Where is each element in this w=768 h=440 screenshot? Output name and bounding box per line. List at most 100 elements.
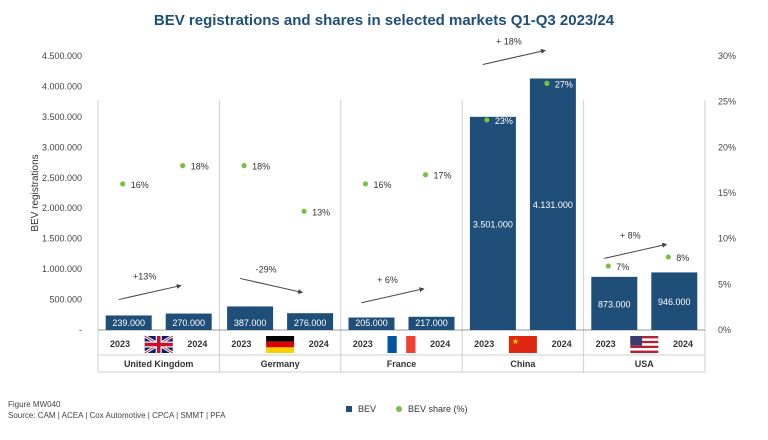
y2-tick-label: 30% [718, 51, 736, 61]
bev-bar [469, 116, 516, 330]
y-tick-label: 500.000 [49, 295, 82, 305]
bar-value-label: 276.000 [294, 318, 327, 328]
bar-value-label: 217.000 [415, 318, 448, 328]
china-flag [508, 336, 537, 353]
legend: BEV BEV share (%) [346, 404, 468, 414]
germany-flag-part [266, 347, 295, 353]
usa-flag-canton [630, 336, 643, 346]
change-label: + 6% [377, 275, 398, 285]
year-label: 2024 [430, 339, 450, 349]
usa-flag-stripe [630, 348, 659, 351]
figure-label: Figure MW040 [8, 400, 61, 409]
bar-value-label: 387.000 [234, 318, 267, 328]
year-label: 2023 [474, 339, 494, 349]
market-label: Germany [261, 359, 300, 369]
change-label: + 18% [496, 36, 522, 46]
year-label: 2023 [596, 339, 616, 349]
market-label: United Kingdom [124, 359, 194, 369]
france-flag [387, 336, 397, 353]
y-tick-label: 4.500.000 [42, 51, 82, 61]
chart-title: BEV registrations and shares in selected… [153, 12, 615, 29]
change-label: -29% [256, 264, 277, 274]
usa-flag-stripe [630, 340, 659, 344]
uk-flag-part [144, 342, 173, 347]
market-label: France [387, 359, 417, 369]
y2-tick-label: 5% [718, 279, 731, 289]
y2-tick-label: 20% [718, 142, 736, 152]
share-point [120, 181, 126, 187]
change-label: +13% [133, 272, 156, 282]
legend-share-label: BEV share (%) [408, 404, 468, 414]
market-label: USA [635, 359, 655, 369]
china-flag-star: ★ [512, 337, 519, 346]
share-point [422, 172, 429, 178]
y-tick-label: 2.000.000 [42, 203, 82, 213]
bar-value-label: 3.501.000 [473, 219, 513, 229]
bev-bar [529, 78, 576, 330]
france-flag-part [406, 336, 416, 353]
usa-flag-stripe [630, 350, 659, 353]
bev-bar [227, 306, 274, 330]
y-tick-label: 2.500.000 [42, 173, 82, 183]
share-label: 7% [616, 262, 629, 272]
germany-flag-part [266, 341, 295, 348]
usa-flag-stripe [630, 343, 659, 346]
trend-arrow [482, 48, 546, 65]
bar-value-label: 873.000 [598, 299, 631, 309]
legend-bev-label: BEV [358, 404, 377, 414]
share-point [362, 181, 369, 187]
y-tick-label: 1.500.000 [42, 234, 82, 244]
y2-tick-label: 10% [718, 234, 736, 244]
bar-value-label: 4.131.000 [533, 200, 573, 210]
y-axis-label: BEV registrations [30, 154, 41, 231]
bev-bar [651, 272, 698, 330]
share-point [241, 163, 247, 169]
market-label: China [510, 359, 536, 369]
change-label: + 8% [620, 230, 641, 240]
trend-arrow [118, 284, 182, 301]
bar-value-label: 239.000 [112, 318, 145, 328]
year-label: 2023 [353, 339, 373, 349]
share-point [301, 208, 307, 214]
bev-bar [165, 313, 212, 330]
source-note: Source: CAM | ACEA | Cox Automotive | CP… [8, 411, 226, 420]
bar-value-label: 205.000 [355, 318, 388, 328]
y2-tick-label: 15% [718, 188, 736, 198]
share-label: 8% [676, 253, 689, 263]
bev-bar [348, 317, 395, 330]
share-label: 27% [555, 79, 573, 89]
share-point [180, 163, 186, 169]
y2-tick-label: 0% [718, 325, 731, 335]
y-tick-label: 3.500.000 [42, 112, 82, 122]
bev-bar [105, 315, 152, 330]
y-tick-label: 1.000.000 [42, 264, 82, 274]
share-label: 18% [191, 162, 209, 172]
bar-value-label: 946.000 [658, 297, 691, 307]
y-tick-label: 4.000.000 [42, 81, 82, 91]
share-label: 18% [252, 162, 270, 172]
share-label: 16% [374, 180, 392, 190]
share-label: 23% [495, 116, 513, 126]
year-label: 2024 [187, 339, 207, 349]
y-tick-label: 3.000.000 [42, 142, 82, 152]
trend-arrow [361, 287, 425, 304]
share-point [605, 263, 611, 269]
france-flag-part [396, 336, 407, 353]
y-tick-label: - [79, 325, 82, 335]
year-label: 2023 [231, 339, 251, 349]
bar-value-label: 270.000 [172, 318, 205, 328]
year-label: 2024 [309, 339, 329, 349]
year-label: 2023 [110, 339, 130, 349]
y2-tick-label: 25% [718, 97, 736, 107]
share-point [544, 80, 550, 86]
usa-flag-stripe [630, 338, 659, 341]
usa-flag-stripe [630, 345, 659, 349]
bev-bar [287, 313, 334, 330]
share-label: 13% [312, 207, 330, 217]
legend-bev-swatch [346, 406, 352, 412]
usa-flag [630, 336, 659, 339]
share-label: 16% [131, 180, 149, 190]
bev-bar [408, 316, 455, 330]
legend-share-swatch [396, 406, 403, 412]
